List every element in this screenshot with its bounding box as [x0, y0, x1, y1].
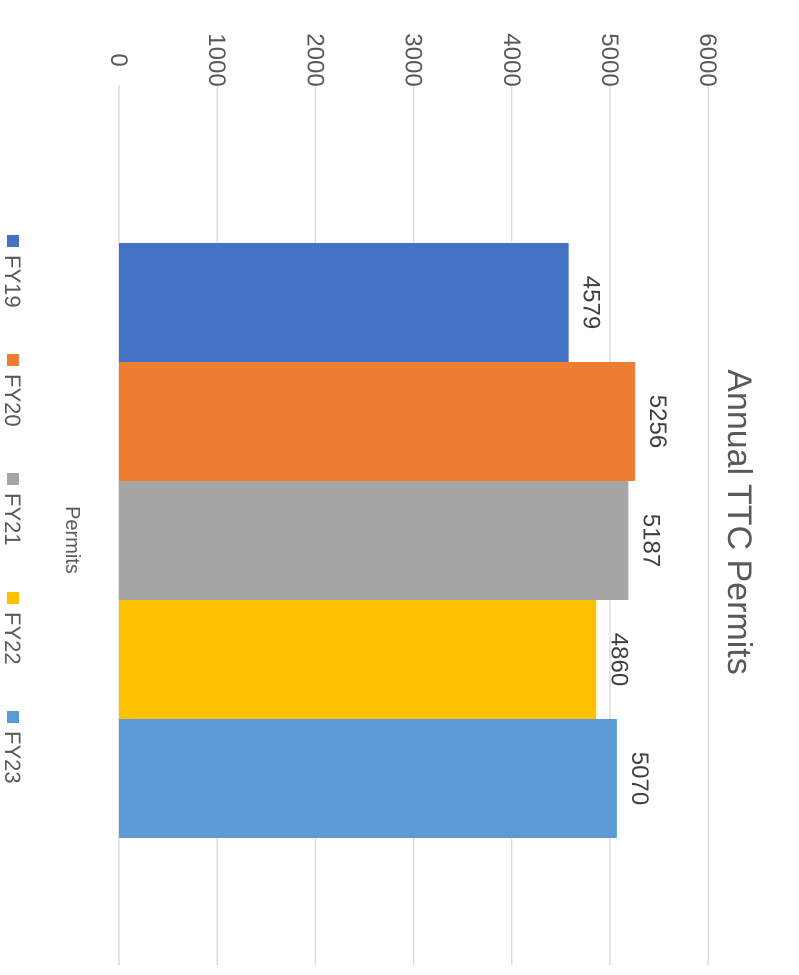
legend-label-fy21: FY21 [0, 493, 25, 546]
legend-swatch-fy21 [7, 473, 19, 485]
data-label-fy21: 5187 [637, 514, 664, 567]
bar-fy21 [119, 481, 629, 600]
bar-fy22 [118, 600, 597, 719]
bar-fy19 [119, 243, 569, 362]
data-label-fy22: 4860 [605, 633, 632, 686]
legend: FY19 FY20 FY21 FY22 FY23 [0, 235, 25, 784]
tick-label: 4000 [498, 33, 525, 86]
data-label-fy23: 5070 [626, 752, 653, 805]
data-labels: 4579 5256 5187 4860 5070 [578, 276, 671, 805]
tick-label: 3000 [400, 33, 427, 86]
legend-label-fy22: FY22 [0, 612, 25, 665]
legend-swatch-fy19 [7, 235, 19, 247]
category-axis-label: Permits [61, 506, 83, 574]
tick-label: 6000 [694, 33, 721, 86]
data-label-fy20: 5256 [644, 395, 671, 448]
tick-label: 1000 [203, 33, 230, 86]
tick-label: 2000 [301, 33, 328, 86]
tick-label: 0 [105, 53, 132, 66]
bar-fy20 [118, 362, 636, 481]
tick-label: 5000 [596, 33, 623, 86]
data-label-fy19: 4579 [578, 276, 605, 329]
chart-title: Annual TTC Permits [720, 369, 758, 674]
bar-fy23 [119, 719, 617, 838]
legend-label-fy23: FY23 [0, 731, 25, 784]
legend-swatch-fy22 [7, 592, 19, 604]
legend-swatch-fy23 [7, 711, 19, 723]
legend-label-fy20: FY20 [0, 374, 25, 427]
axis-tick-labels: 0 1000 2000 3000 4000 5000 6000 [105, 33, 721, 86]
legend-label-fy19: FY19 [0, 255, 25, 308]
bars [118, 243, 636, 838]
rotated-chart-group: 4579 5256 5187 4860 5070 0 1000 2000 3000 4000 50… [0, 33, 758, 965]
legend-swatch-fy20 [7, 354, 19, 366]
